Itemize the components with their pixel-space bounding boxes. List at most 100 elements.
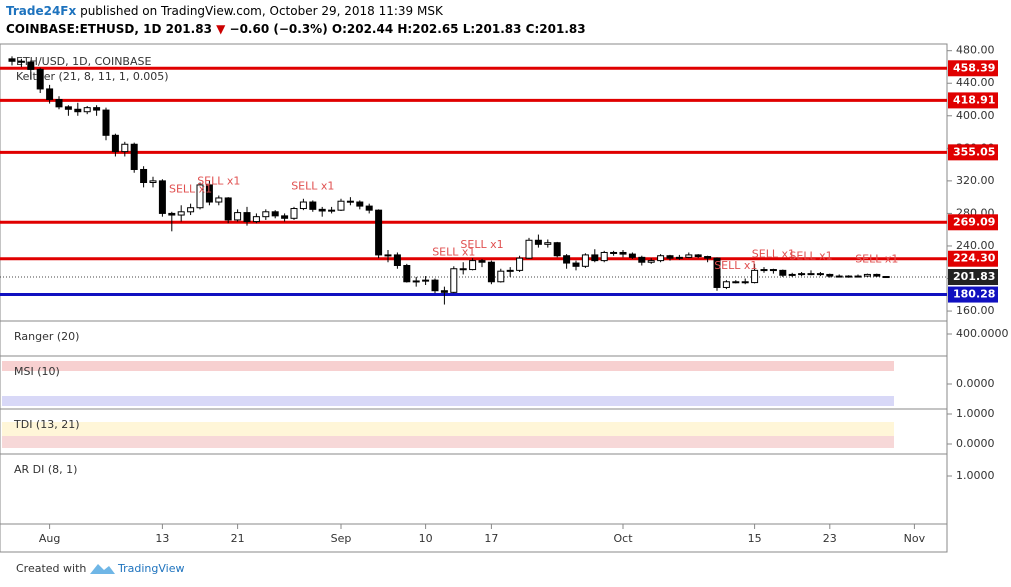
- candle-body: [544, 242, 552, 245]
- footer-created: Created with: [16, 562, 86, 575]
- candle-body: [440, 290, 448, 293]
- pane-tick-label: 1.0000: [956, 407, 995, 420]
- candle-body: [149, 180, 157, 184]
- candle-body: [459, 268, 467, 271]
- candle-body: [365, 205, 373, 211]
- candle-body: [722, 281, 730, 288]
- candle-body: [422, 279, 430, 282]
- candle-body: [516, 257, 524, 271]
- candle-body: [563, 255, 571, 264]
- candle-body: [93, 107, 101, 111]
- tdi-band: [2, 422, 894, 436]
- x-tick-label: 15: [748, 532, 762, 545]
- candle-body: [299, 201, 307, 210]
- level-label: 458.39: [953, 61, 995, 74]
- published: published on TradingView.com, October 29…: [80, 4, 443, 18]
- candle-body: [553, 242, 561, 257]
- candle-body: [798, 273, 806, 276]
- candle-body: [384, 254, 392, 257]
- candle-body: [534, 239, 542, 245]
- last-label: 201.83: [953, 270, 995, 283]
- candle-body: [845, 275, 853, 278]
- candle-body: [224, 197, 232, 221]
- candle-body: [751, 269, 759, 284]
- footer-brand[interactable]: TradingView: [117, 562, 184, 575]
- candle-body: [243, 212, 251, 223]
- sell-annotation: SELL x1: [460, 238, 503, 251]
- level-tag: [948, 92, 998, 109]
- candle-body: [140, 168, 148, 184]
- candle-body: [854, 275, 862, 278]
- candle-body: [628, 253, 636, 258]
- candle-body: [337, 200, 345, 211]
- candle-body: [638, 256, 646, 263]
- pane-label: Ranger (20): [14, 330, 79, 343]
- candle-body: [375, 209, 383, 256]
- candle-body: [760, 269, 768, 272]
- x-tick-label: Aug: [39, 532, 60, 545]
- candle-body: [581, 254, 589, 267]
- candle-body: [346, 200, 354, 203]
- candle-body: [835, 275, 843, 278]
- candle-body: [328, 209, 336, 212]
- candle-body: [779, 269, 787, 276]
- level-label: 180.28: [953, 288, 995, 301]
- pane-tick-label: 0.0000: [956, 377, 995, 390]
- candle-body: [215, 197, 223, 203]
- symbol-line: COINBASE:ETHUSD, 1D 201.83 ▼ −0.60 (−0.3…: [6, 22, 586, 36]
- pane-label: TDI (13, 21): [13, 418, 80, 431]
- pane-tick-label: 400.0000: [956, 327, 1009, 340]
- candle-body: [657, 255, 665, 262]
- candle-body: [187, 207, 195, 213]
- candle-body: [412, 280, 420, 283]
- candle-body: [318, 208, 326, 212]
- y-tick-label: 320.00: [956, 174, 995, 187]
- candle-body: [788, 273, 796, 276]
- candle-body: [647, 260, 655, 263]
- candle-body: [591, 254, 599, 262]
- candle-body: [863, 273, 871, 277]
- logo: [90, 564, 115, 574]
- y-tick-label: 480.00: [956, 44, 995, 57]
- candle-body: [111, 134, 119, 153]
- candle-body: [450, 268, 458, 293]
- close: C:201.83: [525, 22, 586, 36]
- candle-body: [431, 279, 439, 292]
- chart-title: ETH/USD, 1D, COINBASE: [16, 55, 151, 68]
- candle-body: [694, 254, 702, 258]
- x-tick-label: 13: [155, 532, 169, 545]
- candle-body: [196, 184, 204, 209]
- candle-body: [826, 273, 834, 277]
- candle-body: [46, 88, 54, 101]
- msi-band: [2, 361, 894, 371]
- candle-body: [600, 251, 608, 262]
- y-tick-label: 400.00: [956, 109, 995, 122]
- x-tick-label: 23: [823, 532, 837, 545]
- sell-annotation: SELL x1: [197, 175, 240, 188]
- open: O:202.44: [331, 22, 394, 36]
- x-tick-label: 21: [231, 532, 245, 545]
- candle-body: [572, 262, 580, 267]
- candle-body: [610, 251, 618, 254]
- x-tick-label: Sep: [331, 532, 352, 545]
- candle-body: [74, 108, 82, 113]
- candle-body: [497, 270, 505, 283]
- candle-body: [130, 143, 138, 170]
- author: Trade24Fx: [6, 4, 77, 18]
- candle-body: [666, 255, 674, 259]
- x-tick-label: Nov: [904, 532, 926, 545]
- candle-body: [8, 58, 16, 62]
- plot-frame: [0, 43, 948, 553]
- level-label: 355.05: [953, 145, 995, 158]
- candle-body: [234, 212, 242, 221]
- candle-body: [158, 180, 166, 214]
- level-tag: [948, 60, 998, 77]
- level-tag: [948, 214, 998, 231]
- candle-body: [487, 261, 495, 283]
- level-tag: [948, 286, 998, 303]
- level-tag: [948, 144, 998, 161]
- level-label: 269.09: [953, 215, 995, 228]
- candle-body: [769, 269, 777, 272]
- candle-body: [205, 184, 213, 203]
